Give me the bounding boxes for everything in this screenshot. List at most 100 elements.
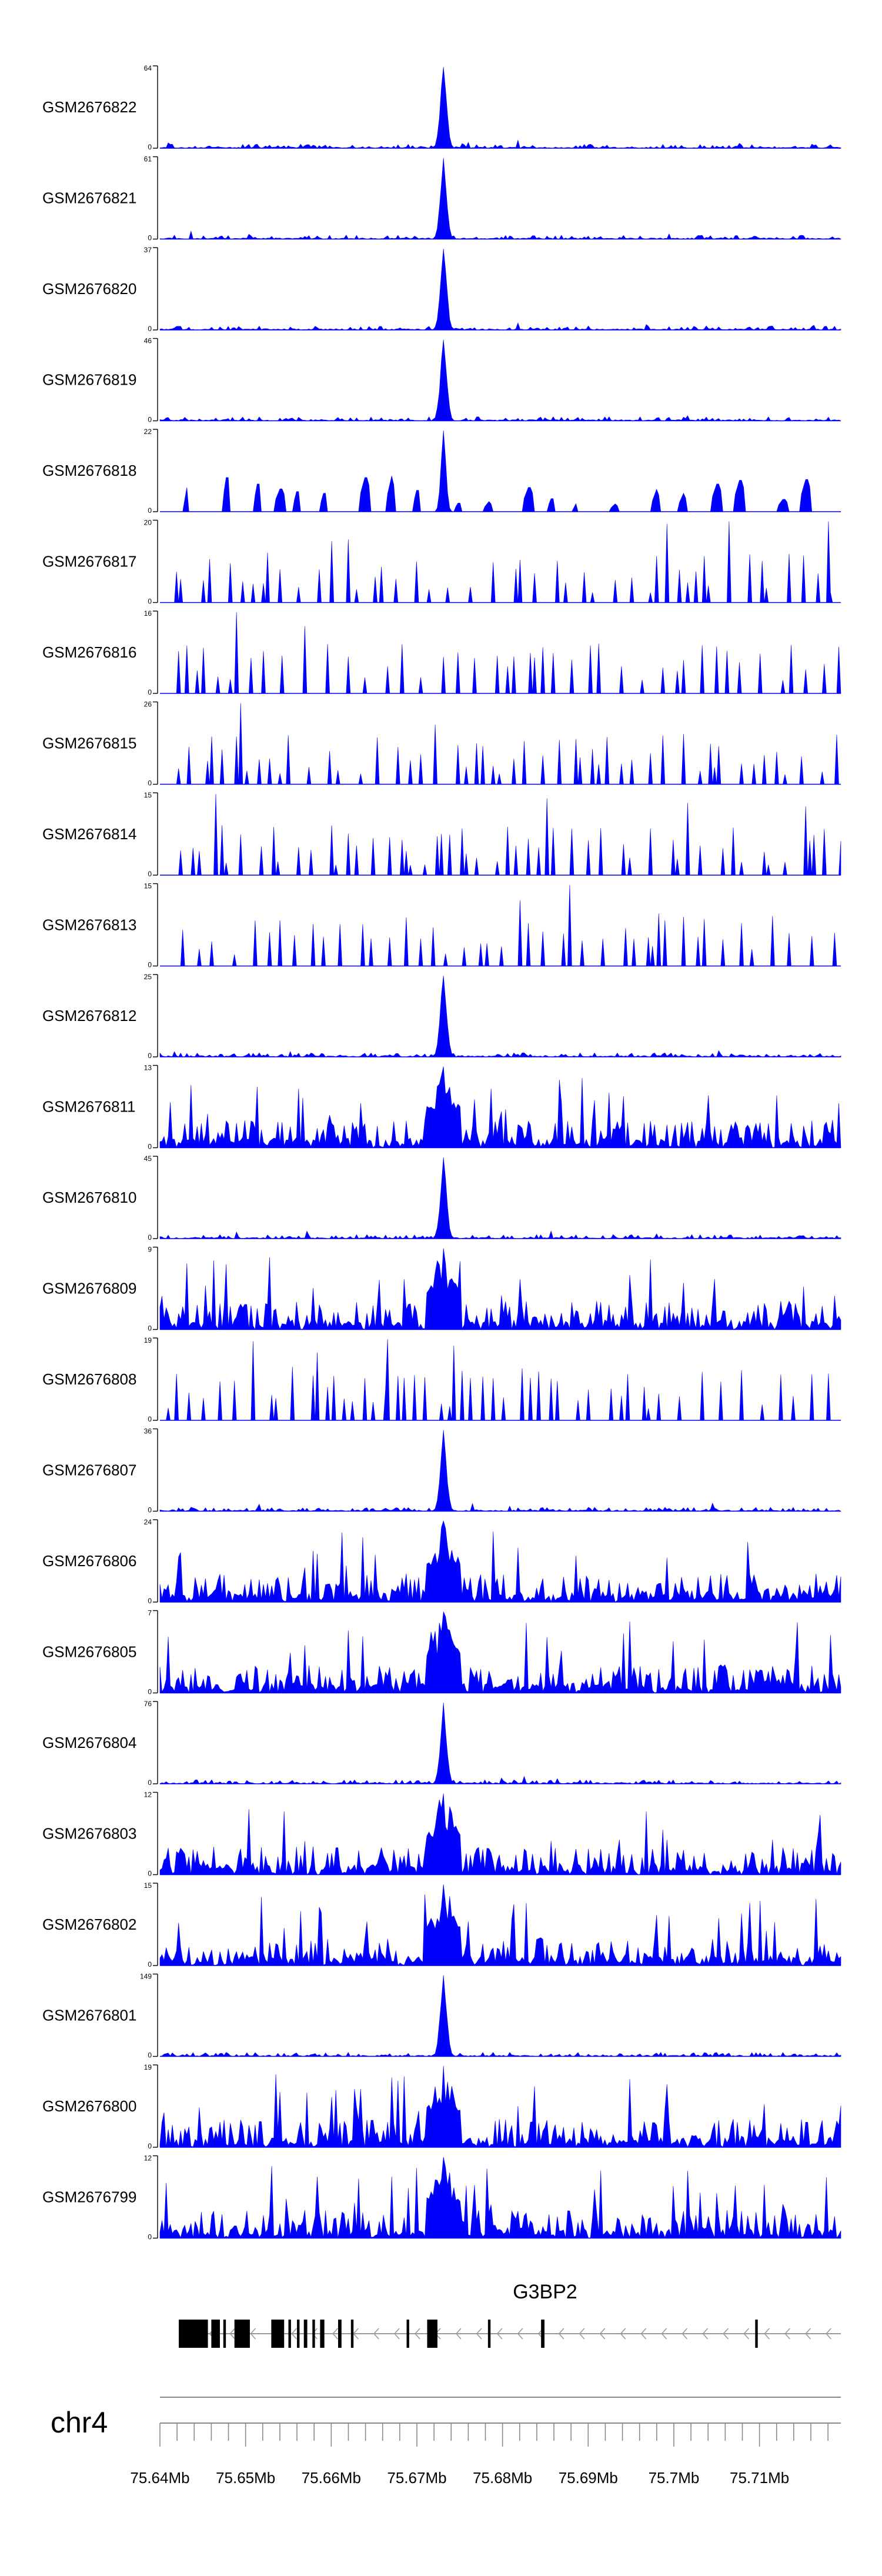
gene-name-label: G3BP2 [513,2281,577,2303]
strand-arrow [455,2328,462,2340]
y-axis-min-label: 0 [148,143,152,151]
track-label: GSM2676800 [42,2097,136,2115]
track-label: GSM2676804 [42,1734,136,1751]
coordinate-tick-label: 75.71Mb [730,2469,789,2487]
track-label: GSM2676811 [42,1098,136,1116]
track-GSM2676814: GSM2676814 15 0 [42,791,841,878]
track-label: GSM2676805 [42,1643,136,1661]
y-axis-min-label: 0 [148,1052,152,1060]
coverage-area [159,1157,841,1239]
coordinate-tick-label: 75.64Mb [130,2469,189,2487]
track-label: GSM2676806 [42,1552,136,1570]
exon-block [320,2320,325,2348]
strand-arrow [517,2328,523,2340]
strand-arrow [743,2328,750,2340]
coverage-area [159,1248,841,1330]
track-GSM2676816: GSM2676816 16 0 [42,609,841,696]
y-axis-max-label: 37 [144,246,152,254]
exon-block [541,2320,545,2348]
y-axis-min-label: 0 [148,1778,152,1787]
track-GSM2676817: GSM2676817 20 0 [42,519,841,606]
track-GSM2676800: GSM2676800 19 0 [42,2063,841,2150]
exon-block [755,2320,758,2348]
strand-arrow [826,2328,831,2340]
exon-block [179,2320,208,2348]
y-axis-max-label: 15 [144,882,152,890]
track-label: GSM2676809 [42,1280,136,1297]
y-axis-max-label: 24 [144,1518,152,1526]
y-axis-min-label: 0 [148,1415,152,1423]
track-GSM2676807: GSM2676807 36 0 [42,1427,841,1514]
coverage-tracks: GSM2676822640GSM2676821610GSM2676820370G… [42,64,841,2241]
track-label: GSM2676801 [42,2007,136,2024]
strand-arrow [250,2328,256,2340]
track-label: GSM2676821 [42,189,136,207]
track-label: GSM2676803 [42,1825,136,1843]
coverage-area [160,1339,841,1421]
exon-block [427,2320,437,2348]
coordinate-tick-label: 75.7Mb [649,2469,700,2487]
y-axis-min-label: 0 [148,1597,152,1605]
track-label: GSM2676816 [42,643,136,661]
coverage-area [160,885,841,966]
y-axis-min-label: 0 [148,779,152,788]
coverage-area [159,975,841,1057]
y-axis-max-label: 36 [144,1427,152,1436]
strand-arrow [702,2328,709,2340]
coordinate-tick-label: 75.65Mb [216,2469,275,2487]
y-axis-max-label: 15 [144,791,152,799]
exon-block [271,2320,285,2348]
coverage-area [160,430,841,512]
y-axis-max-label: 25 [144,973,152,981]
strand-arrow [229,2328,236,2340]
track-GSM2676803: GSM2676803 12 0 [42,1791,841,1878]
strand-arrow [558,2328,564,2340]
coverage-area [160,521,841,603]
strand-arrow [579,2328,585,2340]
track-label: GSM2676808 [42,1370,136,1388]
y-axis-max-label: 9 [148,1246,152,1254]
strand-arrow [681,2328,688,2340]
track-label: GSM2676799 [42,2188,136,2206]
track-GSM2676801: GSM2676801 149 0 [42,1973,841,2060]
y-axis-min-label: 0 [148,416,152,424]
coverage-area [159,1702,841,1784]
track-GSM2676811: GSM2676811 13 0 [42,1064,841,1151]
strand-arrow [661,2328,667,2340]
track-GSM2676813: GSM2676813 15 0 [42,882,841,969]
y-axis-min-label: 0 [148,1960,152,1968]
coverage-area [160,612,841,694]
chromosome-label: chr4 [51,2406,108,2439]
y-axis-min-label: 0 [148,1324,152,1333]
coverage-area [160,703,841,785]
strand-arrow [414,2328,420,2340]
track-label: GSM2676818 [42,462,136,479]
coordinate-tick-label: 75.67Mb [387,2469,446,2487]
track-label: GSM2676820 [42,280,136,298]
track-GSM2676819: GSM2676819 46 0 [42,337,841,424]
track-GSM2676818: GSM2676818 22 0 [42,428,841,515]
y-axis-max-label: 149 [140,1973,152,1981]
exon-block [288,2320,291,2348]
strand-arrow [476,2328,482,2340]
coverage-area [159,66,841,149]
y-axis-min-label: 0 [148,870,152,878]
y-axis-max-label: 12 [144,1791,152,1799]
exon-block [297,2320,300,2348]
y-axis-min-label: 0 [148,1233,152,1242]
coverage-area [159,2066,841,2148]
y-axis-min-label: 0 [148,1870,152,1878]
track-GSM2676810: GSM2676810 45 0 [42,1154,841,1242]
y-axis-max-label: 7 [148,1609,152,1617]
coverage-area [160,793,841,876]
y-axis-max-label: 76 [144,1700,152,1708]
y-axis-min-label: 0 [148,2233,152,2241]
strand-arrow [599,2328,606,2340]
track-label: GSM2676813 [42,916,136,934]
y-axis-min-label: 0 [148,506,152,515]
strand-arrow [373,2328,379,2340]
track-GSM2676820: GSM2676820 37 0 [42,246,841,333]
exon-block [312,2320,315,2348]
y-axis-max-label: 12 [144,2154,152,2163]
